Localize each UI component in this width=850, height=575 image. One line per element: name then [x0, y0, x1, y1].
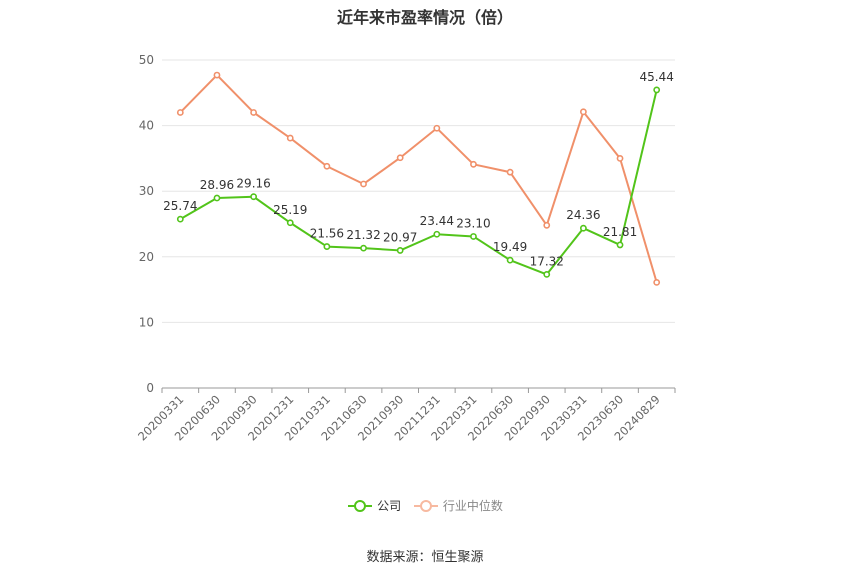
- company-point: [506, 256, 514, 264]
- company-data-label: 17.32: [530, 254, 564, 268]
- industry-median-point: [579, 108, 587, 116]
- industry-median-point: [176, 109, 184, 116]
- company-point: [433, 230, 441, 238]
- company-data-label: 21.81: [603, 225, 637, 239]
- legend-industry-label: 行业中位数: [442, 499, 503, 513]
- legend-company-marker-icon: [348, 499, 373, 512]
- company-point: [653, 86, 661, 94]
- industry-median-point: [286, 134, 294, 142]
- data-source: 数据来源：恒生聚源: [366, 550, 484, 565]
- company-point: [543, 270, 551, 278]
- legend-industry-marker-icon: [413, 499, 438, 512]
- industry-median-point: [360, 180, 367, 188]
- company-point: [579, 224, 587, 232]
- company-point: [323, 243, 331, 250]
- industry-median-point: [616, 154, 624, 162]
- y-tick-label: 20: [139, 250, 154, 264]
- industry-median-point: [396, 154, 404, 162]
- industry-median-point: [506, 168, 514, 176]
- company-data-label: 19.49: [493, 240, 527, 254]
- line-chart: 0 10 20 30 40 50 2020033120200630202009302020…: [135, 53, 676, 444]
- company-data-label: 21.56: [310, 227, 344, 241]
- industry-median-point: [543, 221, 551, 229]
- y-tick-label: 50: [139, 53, 154, 67]
- legend: 公司 行业中位数: [0, 497, 850, 516]
- company-data-label: 28.96: [200, 178, 234, 192]
- company-point: [286, 219, 294, 227]
- legend-item-company[interactable]: 公司: [347, 497, 401, 514]
- chart-title: 近年来市盈率情况（倍）: [336, 8, 513, 27]
- company-data-label: 23.10: [456, 216, 490, 230]
- industry-median-point: [433, 124, 441, 132]
- x-axis: 2020033120200630202009302020123120210331…: [135, 387, 676, 444]
- industry-median-point: [213, 71, 221, 79]
- industry-median-point: [653, 278, 661, 286]
- company-data-label: 20.97: [383, 230, 417, 244]
- industry-median-point: [323, 162, 331, 170]
- company-data-label: 45.44: [639, 70, 673, 84]
- company-point: [470, 233, 477, 240]
- industry-median-point: [470, 160, 477, 168]
- company-data-label: 25.19: [273, 203, 307, 217]
- legend-company-label: 公司: [377, 499, 402, 513]
- y-tick-label: 40: [139, 119, 154, 133]
- company-data-label: 23.44: [420, 214, 454, 228]
- company-data-label: 21.32: [346, 228, 380, 242]
- company-data-label: 29.16: [236, 177, 270, 191]
- y-tick-label: 10: [139, 315, 154, 329]
- company-point: [250, 193, 258, 201]
- company-point: [360, 244, 367, 252]
- company-line: [179, 89, 658, 276]
- company-data-label: 24.36: [566, 208, 600, 222]
- industry-median-point: [250, 109, 258, 116]
- company-point: [213, 194, 221, 202]
- company-data-label: 25.74: [163, 199, 197, 213]
- industry-median-line: [179, 74, 658, 283]
- y-tick-label: 30: [139, 184, 154, 198]
- company-point: [176, 215, 184, 223]
- company-point: [616, 241, 624, 249]
- grid-lines: [162, 59, 675, 323]
- legend-item-industry-median[interactable]: 行业中位数: [413, 497, 503, 514]
- company-point: [396, 247, 404, 254]
- y-tick-label: 0: [146, 381, 154, 395]
- y-axis: 0 10 20 30 40 50: [139, 53, 154, 395]
- series-group: [176, 71, 661, 286]
